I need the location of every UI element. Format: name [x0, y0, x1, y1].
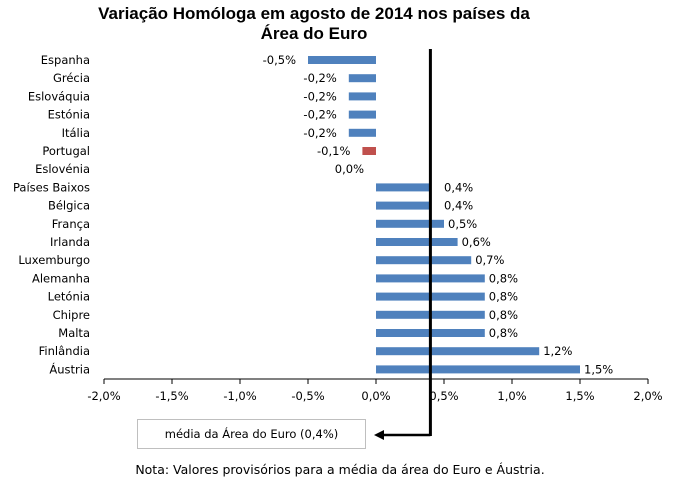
chart-title-line-1: Variação Homóloga em agosto de 2014 nos … [98, 4, 530, 23]
value-label: 0,8% [489, 308, 518, 322]
bar-bélgica [376, 201, 431, 210]
category-label: Alemanha [32, 271, 90, 285]
value-label: 0,8% [489, 271, 518, 285]
x-tick-label: 0,5% [429, 389, 458, 403]
value-label: -0,2% [303, 108, 336, 122]
value-label: -0,2% [303, 89, 336, 103]
bar-espanha [308, 56, 376, 64]
bar-áustria [376, 365, 580, 374]
bar-irlanda [376, 238, 458, 246]
value-label: 0,7% [475, 253, 504, 267]
category-label: Grécia [53, 71, 90, 85]
bar-luxemburgo [376, 256, 472, 265]
category-label: Luxemburgo [18, 253, 90, 267]
value-label: 1,5% [584, 362, 613, 376]
value-label: 0,4% [444, 199, 473, 213]
category-label: Eslovénia [35, 162, 90, 176]
bar-países-baixos [376, 183, 431, 192]
reference-arrow-head [374, 430, 384, 440]
value-label: -0,1% [317, 144, 350, 158]
value-label: 1,2% [543, 344, 572, 358]
reference-line-legend: média da Área do Euro (0,4%) [137, 419, 366, 449]
x-tick-label: -0,5% [291, 389, 324, 403]
bar-frança [376, 219, 444, 228]
category-label: Bélgica [48, 199, 90, 213]
value-label: 0,5% [448, 217, 477, 231]
category-label: Letónia [48, 290, 90, 304]
value-label: 0,4% [444, 180, 473, 194]
bar-itália [348, 128, 376, 137]
category-label: Países Baixos [13, 180, 90, 194]
value-label: -0,2% [303, 71, 336, 85]
value-label: 0,0% [335, 162, 364, 176]
category-label: Portugal [42, 144, 90, 158]
category-label: Estónia [48, 108, 90, 122]
x-tick-label: -2,0% [87, 389, 120, 403]
category-label: Irlanda [50, 235, 90, 249]
category-label: Malta [58, 326, 90, 340]
value-label: -0,2% [303, 126, 336, 140]
category-label: Finlândia [39, 344, 90, 358]
category-label: Eslováquia [28, 89, 90, 103]
category-label: Itália [62, 126, 90, 140]
value-label: -0,5% [263, 53, 296, 67]
bar-estónia [348, 110, 376, 119]
x-tick-label: 0,0% [361, 389, 390, 403]
x-tick-label: 1,5% [565, 389, 594, 403]
value-label: 0,6% [462, 235, 491, 249]
bar-portugal [362, 147, 376, 155]
chart-note: Nota: Valores provisórios para a média d… [135, 462, 545, 477]
category-label: Áustria [49, 361, 90, 376]
value-label: 0,8% [489, 326, 518, 340]
bar-grécia [348, 74, 376, 83]
reference-line-label: média da Área do Euro (0,4%) [164, 427, 339, 441]
category-label: Espanha [41, 53, 90, 67]
bar-eslováquia [348, 92, 376, 101]
chart-title-line-2: Área do Euro [260, 24, 368, 43]
chart-title: Variação Homóloga em agosto de 2014 nos … [0, 4, 628, 44]
value-label: 0,8% [489, 290, 518, 304]
x-tick-label: -1,0% [223, 389, 256, 403]
category-label: Chipre [53, 308, 90, 322]
category-label: França [52, 217, 90, 231]
x-tick-label: -1,5% [155, 389, 188, 403]
x-tick-label: 2,0% [633, 389, 662, 403]
bar-finlândia [376, 347, 540, 356]
x-tick-label: 1,0% [497, 389, 526, 403]
